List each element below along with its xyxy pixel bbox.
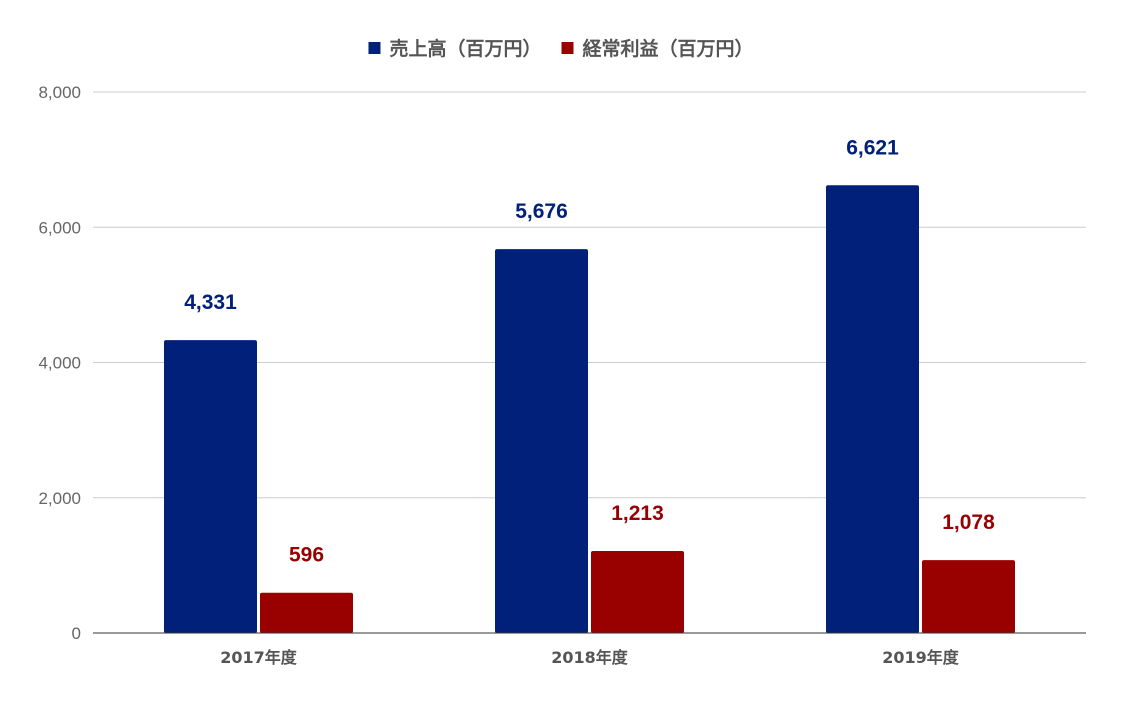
y-tick-label: 4,000 [38,354,81,373]
data-label: 1,078 [942,511,995,534]
legend[interactable]: 売上高（百万円） 経常利益（百万円） [368,37,754,60]
data-label: 5,676 [515,200,568,223]
bar-2019年度-series-2[interactable] [922,560,1015,633]
legend-label: 売上高（百万円） [389,37,541,60]
bar-2017年度-series-1[interactable] [164,340,257,633]
y-tick-label: 0 [72,624,81,643]
x-category-label: 2019年度 [882,648,960,667]
bars [164,185,1015,633]
y-tick-label: 8,000 [38,83,81,102]
data-label: 6,621 [846,136,899,159]
x-category-label: 2017年度 [220,648,298,667]
y-tick-label: 2,000 [38,489,81,508]
legend-item[interactable]: 売上高（百万円） [368,37,542,60]
legend-swatch [561,42,574,54]
data-labels: 4,331 596 5,676 1,213 6,621 1,078 [184,136,995,566]
y-tick-label: 6,000 [38,218,81,237]
data-label: 1,213 [611,502,664,525]
x-category-label: 2018年度 [551,648,629,667]
legend-label: 経常利益（百万円） [583,37,754,60]
gridlines [93,91,1086,499]
legend-item[interactable]: 経常利益（百万円） [561,37,754,60]
bar-2018年度-series-1[interactable] [495,249,588,633]
data-label: 4,331 [184,291,237,314]
data-label: 596 [289,544,324,567]
legend-swatch [368,42,381,54]
bar-2017年度-series-2[interactable] [260,592,353,633]
y-axis-tick-labels: 0 2,000 4,000 6,000 8,000 [38,83,81,643]
bar-2018年度-series-2[interactable] [591,550,684,633]
x-axis-category-labels: 2017年度 2018年度 2019年度 [220,648,960,667]
bar-2019年度-series-1[interactable] [826,185,919,633]
